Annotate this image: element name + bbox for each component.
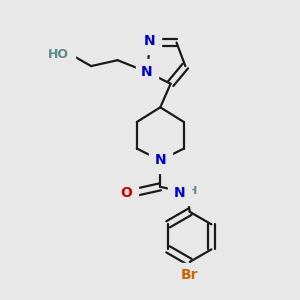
Text: Br: Br xyxy=(181,268,199,282)
Text: N: N xyxy=(174,186,185,200)
Text: HO: HO xyxy=(48,48,69,61)
Text: N: N xyxy=(154,153,166,167)
Text: N: N xyxy=(144,34,156,48)
Text: N: N xyxy=(141,65,153,79)
Text: H: H xyxy=(188,186,197,196)
Text: O: O xyxy=(121,186,132,200)
